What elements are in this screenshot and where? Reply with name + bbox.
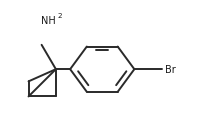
- Text: NH: NH: [41, 16, 56, 26]
- Text: 2: 2: [58, 13, 62, 19]
- Text: Br: Br: [165, 65, 176, 75]
